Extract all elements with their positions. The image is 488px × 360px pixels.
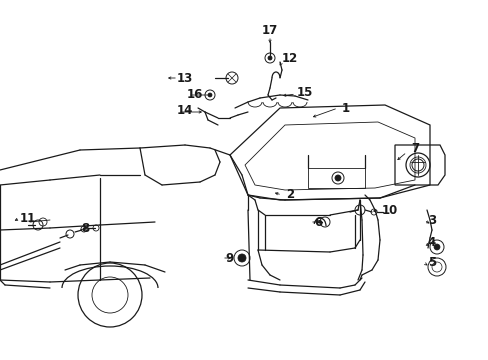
- Circle shape: [433, 244, 439, 250]
- Text: 12: 12: [281, 51, 298, 64]
- Text: 6: 6: [313, 216, 322, 229]
- Text: 9: 9: [225, 252, 234, 265]
- Text: 4: 4: [427, 237, 435, 249]
- Circle shape: [334, 175, 340, 181]
- Text: 17: 17: [262, 23, 278, 36]
- Circle shape: [238, 254, 245, 262]
- Circle shape: [267, 56, 271, 60]
- Text: 10: 10: [381, 203, 397, 216]
- Text: 1: 1: [341, 102, 349, 114]
- Text: 2: 2: [285, 189, 293, 202]
- Text: 7: 7: [410, 141, 418, 154]
- Text: 5: 5: [427, 256, 435, 270]
- Circle shape: [207, 93, 212, 97]
- Text: 3: 3: [427, 213, 435, 226]
- Text: 13: 13: [177, 72, 193, 85]
- Text: 11: 11: [20, 211, 36, 225]
- Text: 8: 8: [81, 221, 89, 234]
- Text: 16: 16: [186, 87, 203, 100]
- Text: 15: 15: [296, 85, 312, 99]
- Text: 14: 14: [177, 104, 193, 117]
